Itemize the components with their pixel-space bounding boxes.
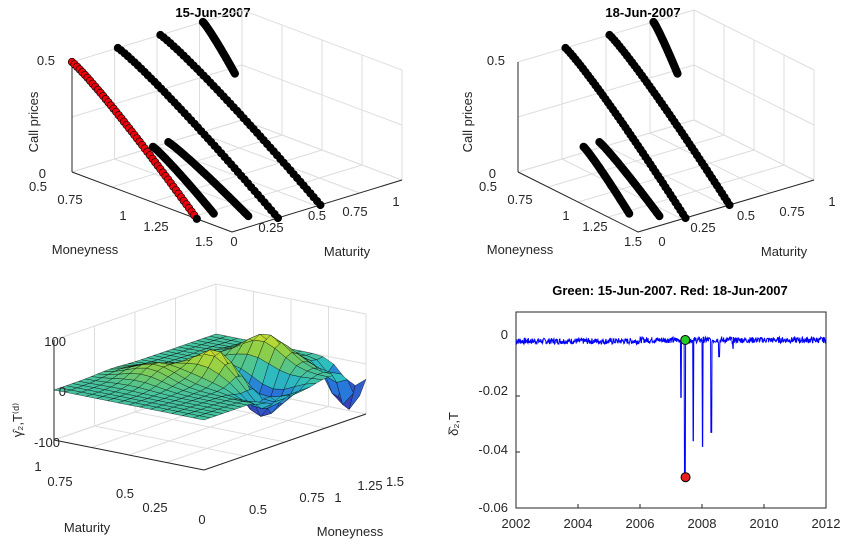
panel-3-xlabel: Maturity	[64, 520, 111, 535]
panel-2-ttick-0.75: 0.75	[779, 204, 804, 219]
data-point	[209, 209, 218, 218]
panel-3: 100 0 -100 γ̂₂,T⁽ᵈ⁾ 1 0.75 0.5 0.25 0 Ma…	[10, 283, 404, 539]
panel-1-ztick-0: 0	[39, 166, 46, 181]
panel-3-surface	[53, 333, 367, 421]
panel-2-title: 18-Jun-2007	[605, 5, 680, 20]
panel-4: Green: 15-Jun-2007. Red: 18-Jun-2007 0 -…	[446, 283, 840, 531]
data-point	[316, 200, 325, 210]
panel-3-mtick-1.5: 1.5	[386, 474, 404, 489]
panel-1-ttick-0.25: 0.25	[258, 220, 283, 235]
panel-1-title: 15-Jun-2007	[175, 5, 250, 20]
panel-2-mtick-0.75: 0.75	[507, 192, 532, 207]
panel-4-xtick-2010: 2010	[750, 516, 779, 531]
moneyness-axis	[517, 171, 639, 233]
panel-4-ytick--0.06: -0.06	[478, 500, 508, 515]
panel-4-ytick-0: 0	[501, 327, 508, 342]
panel-2-zlabel: Call prices	[460, 91, 475, 152]
panel-4-ytick--0.04: -0.04	[478, 442, 508, 457]
panel-2-ttick-0.25: 0.25	[690, 220, 715, 235]
data-point	[273, 213, 283, 223]
panel-4-marker-red	[680, 472, 691, 483]
grid-line	[134, 411, 286, 443]
panel-2-ztick-0.5: 0.5	[487, 53, 505, 68]
panel-2-ttick-0: 0	[658, 234, 665, 249]
panel-1-ttick-0: 0	[230, 234, 237, 249]
panel-1-ztick-0.5: 0.5	[37, 53, 55, 68]
panel-4-xtick-2002: 2002	[502, 516, 531, 531]
panel-4-ytick--0.02: -0.02	[478, 383, 508, 398]
panel-3-ztick--100: -100	[34, 435, 60, 450]
grid-line	[605, 145, 727, 207]
panel-1-mtick-0.75: 0.75	[57, 192, 82, 207]
panel-4-xtick-2006: 2006	[626, 516, 655, 531]
panel-2: 18-Jun-2007 0.5 0 Call prices 0.5 0.75 1…	[460, 5, 836, 259]
panel-4-axes	[515, 311, 827, 509]
data-point	[625, 209, 634, 218]
panel-2-xlabel: Moneyness	[487, 242, 554, 257]
panel-4-title: Green: 15-Jun-2007. Red: 18-Jun-2007	[552, 283, 788, 298]
panel-3-ttick-1: 1	[34, 459, 41, 474]
surface-patch	[348, 378, 367, 410]
plot-frame	[515, 311, 827, 509]
panel-1-zlabel: Call prices	[26, 91, 41, 152]
panel-1-ttick-0.75: 0.75	[342, 204, 367, 219]
panel-4-xtick-2008: 2008	[688, 516, 717, 531]
data-point	[230, 69, 239, 78]
panel-4-xtick-2012: 2012	[812, 516, 841, 531]
panel-2-mtick-1: 1	[562, 208, 569, 223]
panel-4-xtick-2004: 2004	[564, 516, 593, 531]
data-point	[655, 212, 664, 221]
panel-1-mtick-1: 1	[119, 208, 126, 223]
data-point	[725, 200, 734, 210]
panel-1-ttick-1: 1	[392, 194, 399, 209]
panel-1-scatter-points	[67, 17, 325, 223]
panel-2-mtick-0.5: 0.5	[479, 179, 497, 194]
moneyness-axis	[203, 413, 367, 471]
panel-3-mtick-1: 1	[334, 490, 341, 505]
panel-3-ttick-0.75: 0.75	[47, 474, 72, 489]
panel-3-ttick-0.25: 0.25	[142, 500, 167, 515]
maturity-axis	[53, 439, 205, 471]
panel-2-ttick-1: 1	[828, 194, 835, 209]
panel-2-mtick-1.5: 1.5	[624, 234, 642, 249]
panel-1-mtick-0.5: 0.5	[29, 179, 47, 194]
data-point	[681, 213, 690, 223]
panel-2-scatter-points	[561, 17, 734, 223]
panel-1-ttick-0.5: 0.5	[308, 208, 326, 223]
panel-2-ztick-0: 0	[489, 166, 496, 181]
panel-3-mtick-1.25: 1.25	[357, 478, 382, 493]
grid-line	[241, 119, 403, 181]
panel-3-mtick-0.75: 0.75	[299, 490, 324, 505]
panel-3-ttick-0.5: 0.5	[116, 486, 134, 501]
grid-line	[649, 132, 771, 194]
moneyness-axis	[71, 171, 233, 233]
panel-2-axes-frame	[517, 9, 815, 233]
panel-4-marker-green	[680, 335, 691, 345]
panel-2-ylabel: Maturity	[761, 244, 808, 259]
panel-1-ylabel: Maturity	[324, 244, 371, 259]
panel-3-zlabel: γ̂₂,T⁽ᵈ⁾	[10, 403, 25, 437]
panel-1: 15-Jun-2007 0.5 0 Call prices 0.5 0.75 1…	[26, 5, 403, 259]
grid-line	[561, 158, 683, 220]
panel-3-ttick-0: 0	[198, 512, 205, 527]
panel-4-series-line	[515, 335, 827, 478]
panel-3-ztick-0: 0	[59, 384, 66, 399]
panel-2-mtick-1.25: 1.25	[582, 219, 607, 234]
panel-1-mtick-1.25: 1.25	[143, 219, 168, 234]
grid-line	[94, 425, 245, 457]
data-point	[192, 214, 201, 223]
panel-3-mtick-0.5: 0.5	[249, 502, 267, 517]
panel-1-mtick-1.5: 1.5	[195, 234, 213, 249]
data-point	[244, 212, 253, 221]
panel-3-ylabel: Moneyness	[317, 524, 384, 539]
grid-line	[693, 119, 815, 181]
panel-4-ylabel: δ̂₂,T	[446, 412, 461, 436]
data-point	[673, 69, 682, 78]
panel-1-xlabel: Moneyness	[52, 242, 119, 257]
panel-3-ztick-100: 100	[44, 334, 66, 349]
panel-2-ttick-0.5: 0.5	[737, 208, 755, 223]
